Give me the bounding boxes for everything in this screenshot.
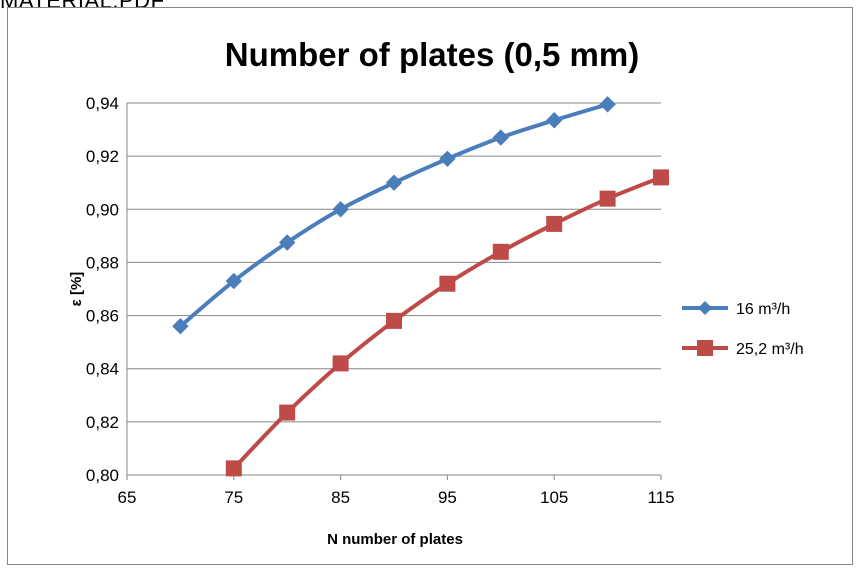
data-point-diamond bbox=[278, 234, 296, 251]
series-layer bbox=[172, 96, 669, 477]
data-point-square bbox=[653, 169, 669, 186]
y-tick-label: 0,82 bbox=[86, 413, 119, 432]
x-tick-label: 65 bbox=[118, 488, 137, 507]
series-line-2 bbox=[232, 175, 662, 470]
x-axis-ticks: 65 75 85 95 105 115 bbox=[118, 488, 675, 507]
chart-title: Number of plates (0,5 mm) bbox=[225, 36, 639, 73]
x-tick-label: 95 bbox=[438, 488, 457, 507]
x-tick-label: 105 bbox=[540, 488, 568, 507]
y-tick-label: 0,86 bbox=[86, 307, 119, 326]
y-tick-label: 0,94 bbox=[86, 94, 119, 113]
data-point-diamond bbox=[332, 201, 349, 218]
y-tick-label: 0,80 bbox=[86, 466, 119, 485]
x-tick-label: 115 bbox=[647, 488, 674, 507]
data-point-square bbox=[546, 215, 563, 232]
x-tick-label: 75 bbox=[224, 488, 243, 507]
data-point-square bbox=[599, 190, 616, 207]
legend-label: 16 m³/h bbox=[736, 301, 790, 318]
y-tick-label: 0,84 bbox=[86, 360, 119, 379]
x-tick-label: 85 bbox=[331, 488, 350, 507]
y-axis-label: ε [%] bbox=[68, 272, 85, 307]
gridlines bbox=[126, 102, 662, 480]
legend-marker-square bbox=[697, 340, 713, 356]
y-tick-label: 0,88 bbox=[86, 253, 119, 272]
y-axis-ticks: 0,80 0,82 0,84 0,86 0,88 0,90 0,92 0,94 bbox=[86, 94, 119, 485]
data-point-diamond bbox=[599, 96, 616, 113]
data-point-square bbox=[386, 312, 402, 329]
legend-label: 25,2 m³/h bbox=[736, 341, 804, 358]
data-point-diamond bbox=[439, 150, 456, 168]
legend-marker-diamond bbox=[698, 301, 712, 315]
data-point-square bbox=[225, 460, 242, 477]
data-point-square bbox=[332, 355, 349, 372]
data-point-square bbox=[492, 243, 509, 260]
y-tick-label: 0,90 bbox=[86, 200, 119, 219]
x-axis-label: N number of plates bbox=[327, 531, 463, 548]
y-tick-label: 0,92 bbox=[86, 147, 119, 166]
data-point-square bbox=[439, 275, 456, 292]
data-point-diamond bbox=[225, 272, 243, 290]
data-point-diamond bbox=[492, 129, 510, 146]
data-point-diamond bbox=[385, 174, 403, 191]
legend: 16 m³/h 25,2 m³/h bbox=[682, 301, 804, 358]
data-point-square bbox=[279, 404, 296, 421]
data-point-diamond bbox=[172, 317, 189, 335]
series-line-1 bbox=[179, 102, 609, 328]
chart-area bbox=[7, 7, 853, 565]
data-point-diamond bbox=[545, 112, 563, 129]
